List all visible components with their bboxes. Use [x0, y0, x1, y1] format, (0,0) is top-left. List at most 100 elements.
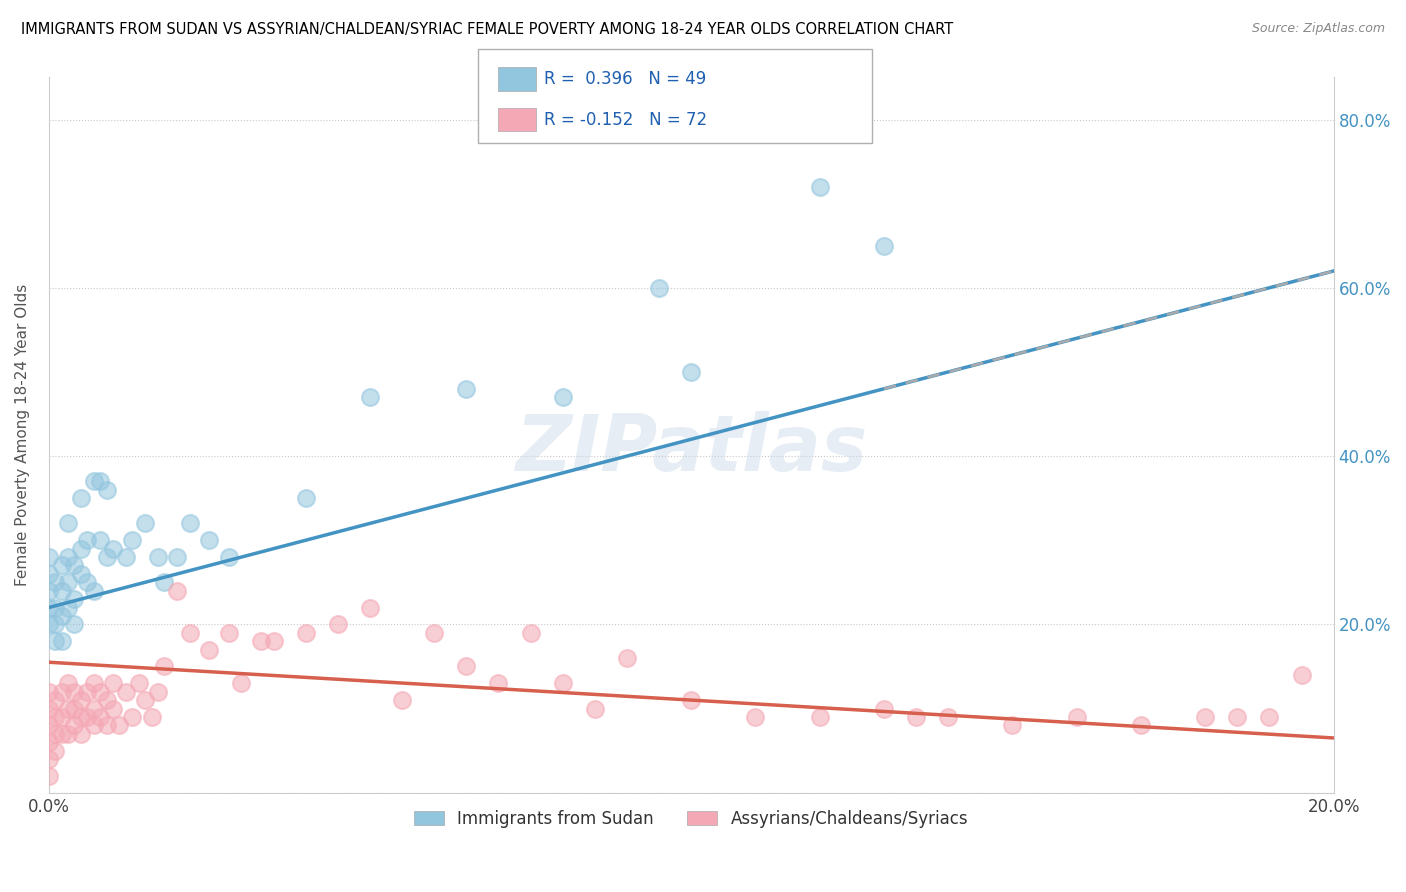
Text: ZIPatlas: ZIPatlas	[515, 411, 868, 487]
Point	[218, 625, 240, 640]
Point	[423, 625, 446, 640]
Point	[873, 238, 896, 252]
Point	[76, 710, 98, 724]
Point	[359, 600, 381, 615]
Point	[63, 558, 86, 573]
Point	[51, 583, 73, 598]
Point	[44, 693, 66, 707]
Point	[166, 550, 188, 565]
Point	[198, 642, 221, 657]
Point	[101, 676, 124, 690]
Point	[153, 575, 176, 590]
Point	[56, 550, 79, 565]
Point	[616, 651, 638, 665]
Point	[38, 600, 60, 615]
Point	[456, 382, 478, 396]
Point	[56, 676, 79, 690]
Point	[70, 566, 93, 581]
Point	[294, 491, 316, 505]
Point	[44, 617, 66, 632]
Point	[905, 710, 928, 724]
Point	[108, 718, 131, 732]
Point	[44, 710, 66, 724]
Point	[141, 710, 163, 724]
Point	[44, 727, 66, 741]
Point	[63, 617, 86, 632]
Point	[873, 701, 896, 715]
Point	[63, 592, 86, 607]
Point	[134, 516, 156, 531]
Point	[583, 701, 606, 715]
Point	[146, 550, 169, 565]
Point	[38, 735, 60, 749]
Point	[38, 701, 60, 715]
Point	[51, 710, 73, 724]
Point	[83, 701, 105, 715]
Y-axis label: Female Poverty Among 18-24 Year Olds: Female Poverty Among 18-24 Year Olds	[15, 284, 30, 586]
Point	[488, 676, 510, 690]
Point	[1129, 718, 1152, 732]
Point	[218, 550, 240, 565]
Point	[89, 533, 111, 548]
Point	[70, 693, 93, 707]
Point	[89, 710, 111, 724]
Point	[51, 727, 73, 741]
Point	[391, 693, 413, 707]
Point	[38, 769, 60, 783]
Point	[70, 541, 93, 556]
Point	[519, 625, 541, 640]
Text: Source: ZipAtlas.com: Source: ZipAtlas.com	[1251, 22, 1385, 36]
Point	[101, 701, 124, 715]
Legend: Immigrants from Sudan, Assyrians/Chaldeans/Syriacs: Immigrants from Sudan, Assyrians/Chaldea…	[408, 803, 974, 834]
Point	[146, 684, 169, 698]
Point	[56, 575, 79, 590]
Point	[83, 475, 105, 489]
Point	[56, 701, 79, 715]
Point	[681, 693, 703, 707]
Point	[38, 550, 60, 565]
Point	[551, 390, 574, 404]
Point	[1066, 710, 1088, 724]
Point	[56, 516, 79, 531]
Point	[1291, 668, 1313, 682]
Point	[121, 710, 143, 724]
Point	[263, 634, 285, 648]
Point	[936, 710, 959, 724]
Point	[134, 693, 156, 707]
Point	[70, 491, 93, 505]
Point	[128, 676, 150, 690]
Point	[76, 684, 98, 698]
Point	[89, 475, 111, 489]
Point	[51, 558, 73, 573]
Point	[96, 550, 118, 565]
Point	[648, 281, 671, 295]
Point	[808, 179, 831, 194]
Point	[38, 684, 60, 698]
Point	[179, 625, 201, 640]
Point	[63, 684, 86, 698]
Point	[1194, 710, 1216, 724]
Text: IMMIGRANTS FROM SUDAN VS ASSYRIAN/CHALDEAN/SYRIAC FEMALE POVERTY AMONG 18-24 YEA: IMMIGRANTS FROM SUDAN VS ASSYRIAN/CHALDE…	[21, 22, 953, 37]
Point	[96, 483, 118, 497]
Point	[38, 583, 60, 598]
Point	[121, 533, 143, 548]
Point	[294, 625, 316, 640]
Point	[166, 583, 188, 598]
Point	[83, 583, 105, 598]
Point	[83, 718, 105, 732]
Point	[70, 727, 93, 741]
Point	[38, 566, 60, 581]
Point	[359, 390, 381, 404]
Point	[76, 575, 98, 590]
Point	[681, 365, 703, 379]
Point	[38, 718, 60, 732]
Point	[76, 533, 98, 548]
Point	[89, 684, 111, 698]
Point	[56, 727, 79, 741]
Point	[44, 634, 66, 648]
Point	[1258, 710, 1281, 724]
Point	[44, 575, 66, 590]
Point	[96, 718, 118, 732]
Point	[63, 718, 86, 732]
Point	[115, 684, 138, 698]
